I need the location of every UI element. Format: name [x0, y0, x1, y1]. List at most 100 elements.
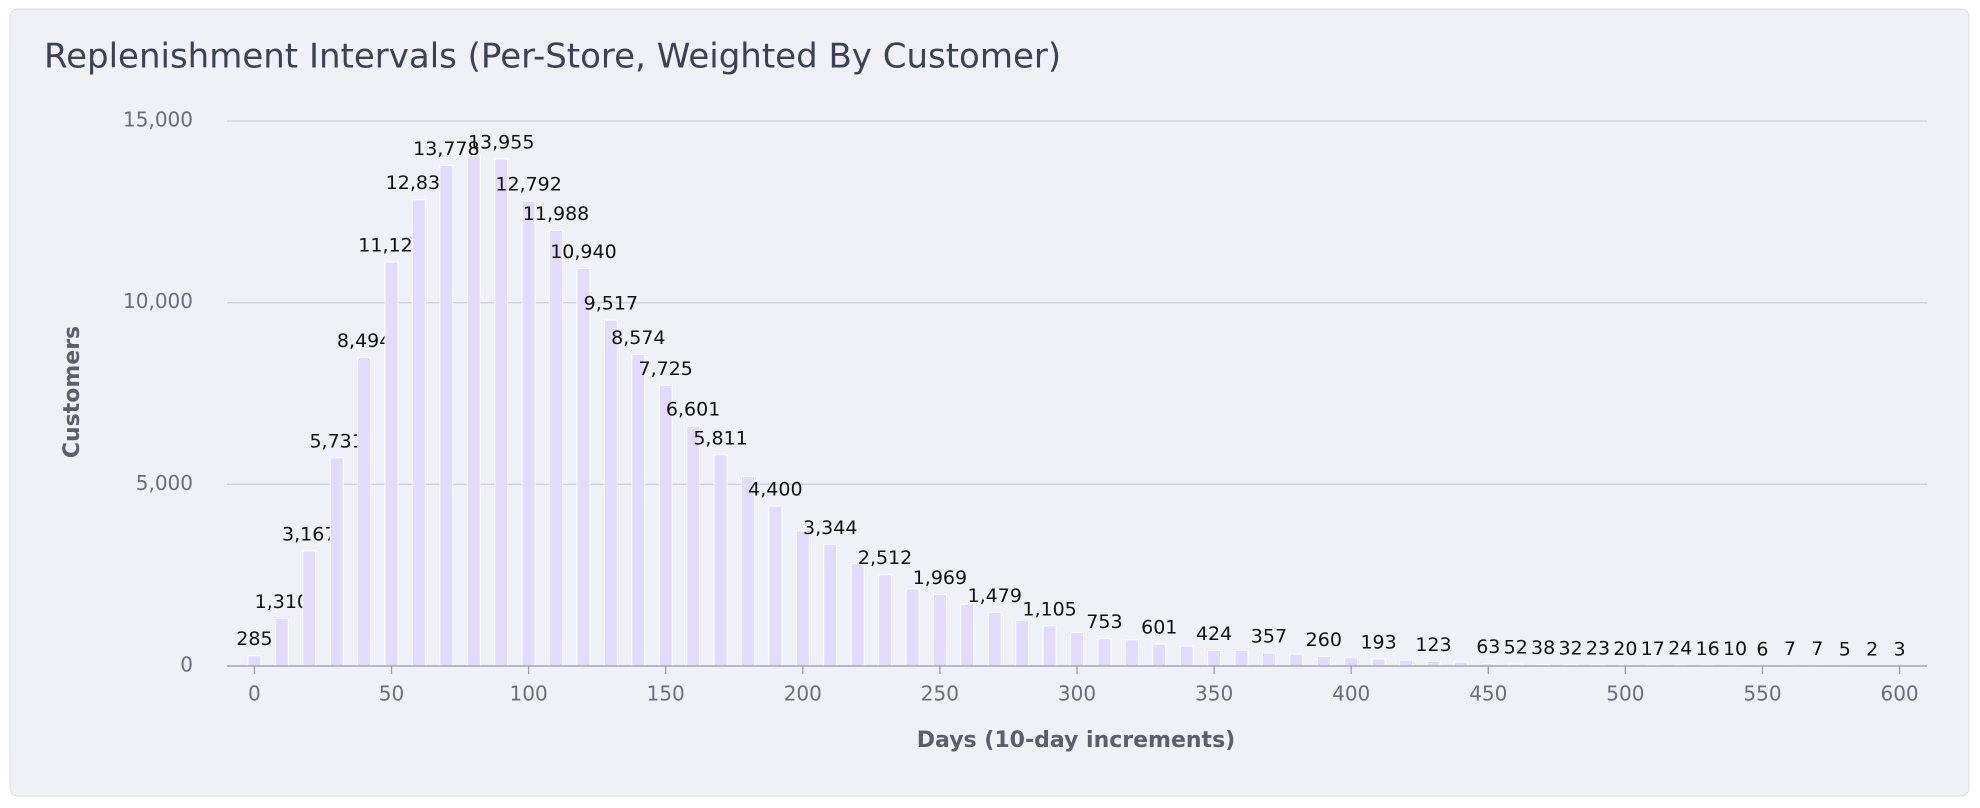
value-label: 2,512 [858, 547, 912, 569]
value-label: 12,792 [495, 174, 561, 196]
bar [494, 158, 509, 667]
x-tick-label: 300 [1058, 682, 1096, 706]
bar [274, 617, 289, 667]
x-tick-label: 350 [1195, 682, 1233, 706]
value-label: 5,811 [693, 427, 747, 449]
value-label: 7 [1784, 638, 1796, 660]
bar [850, 563, 865, 667]
value-label: 1,105 [1022, 598, 1076, 620]
value-label: 12,834 [386, 172, 452, 194]
value-label: 4,400 [748, 479, 802, 501]
value-label: 285 [236, 628, 272, 650]
value-label: 3,344 [803, 517, 857, 539]
bar [960, 603, 975, 667]
value-label: 193 [1360, 631, 1396, 653]
bar [1261, 652, 1276, 667]
bar [1371, 658, 1386, 667]
bar [1289, 653, 1304, 667]
value-label: 17 [1641, 638, 1665, 660]
x-tick-label: 400 [1332, 682, 1370, 706]
bar [1042, 625, 1057, 667]
value-label: 1,310 [255, 591, 309, 613]
value-label: 38 [1531, 637, 1555, 659]
value-label: 13,778 [413, 138, 479, 160]
bar [1070, 632, 1084, 667]
bar [384, 261, 399, 667]
bar [357, 356, 372, 667]
bar [1344, 657, 1359, 667]
value-label: 123 [1415, 634, 1451, 656]
bar [603, 319, 618, 667]
bar [768, 505, 783, 667]
value-label: 7,725 [639, 358, 693, 380]
bar [521, 200, 536, 667]
value-label: 6,601 [666, 399, 720, 421]
bar [1316, 656, 1331, 667]
value-label: 7 [1811, 638, 1823, 660]
value-label: 23 [1586, 638, 1610, 660]
value-label: 753 [1086, 611, 1122, 633]
bar [1124, 639, 1139, 667]
x-axis-title: Days (10-day increments) [917, 728, 1235, 753]
card [9, 8, 1970, 797]
bar [302, 550, 317, 667]
bar [1426, 661, 1441, 667]
value-label: 1,479 [968, 585, 1022, 607]
bar [1097, 638, 1112, 667]
bar [576, 268, 591, 667]
bar [439, 164, 454, 667]
x-tick-label: 200 [784, 682, 822, 706]
y-tick-label: 10,000 [123, 289, 193, 313]
bar [329, 457, 344, 667]
value-label: 601 [1141, 617, 1177, 639]
value-label: 1,969 [913, 567, 967, 589]
value-label: 11,988 [523, 203, 589, 225]
x-tick-label: 450 [1469, 682, 1507, 706]
value-label: 424 [1196, 623, 1232, 645]
bar [631, 353, 646, 667]
bar [658, 384, 673, 667]
value-label: 8,494 [337, 330, 391, 352]
bar [1015, 620, 1030, 667]
bar [1234, 649, 1249, 667]
x-tick-label: 150 [647, 682, 685, 706]
value-label: 10,940 [550, 241, 616, 263]
value-label: 20 [1613, 638, 1637, 660]
bar [549, 229, 564, 667]
y-axis-title: Customers [60, 326, 85, 458]
bar [740, 475, 755, 667]
y-tick-label: 15,000 [123, 108, 193, 132]
bar [1399, 659, 1414, 667]
y-tick-label: 5,000 [136, 471, 193, 495]
value-label: 6 [1756, 638, 1768, 660]
bar [932, 593, 947, 667]
value-label: 24 [1668, 638, 1692, 660]
value-label: 8,574 [611, 327, 665, 349]
bar [411, 199, 426, 667]
x-tick-label: 600 [1880, 682, 1918, 706]
value-label: 2 [1866, 638, 1878, 660]
value-label: 9,517 [584, 293, 638, 315]
value-label: 3 [1894, 638, 1906, 660]
x-tick-label: 50 [379, 682, 404, 706]
value-label: 52 [1504, 637, 1528, 659]
bar [1207, 650, 1222, 667]
value-label: 5,731 [309, 430, 363, 452]
x-tick-label: 500 [1606, 682, 1644, 706]
value-label: 16 [1696, 638, 1720, 660]
value-label: 32 [1558, 637, 1582, 659]
bar [795, 530, 810, 667]
bar [878, 574, 893, 667]
bar [823, 544, 838, 667]
value-label: 5 [1839, 638, 1851, 660]
value-label: 10 [1723, 638, 1747, 660]
value-label: 3,167 [282, 523, 336, 545]
value-label: 11,121 [358, 234, 424, 256]
bar [247, 655, 262, 667]
x-tick-label: 0 [248, 682, 261, 706]
x-tick-label: 100 [510, 682, 548, 706]
bar [1179, 645, 1194, 667]
value-label: 63 [1476, 636, 1500, 658]
